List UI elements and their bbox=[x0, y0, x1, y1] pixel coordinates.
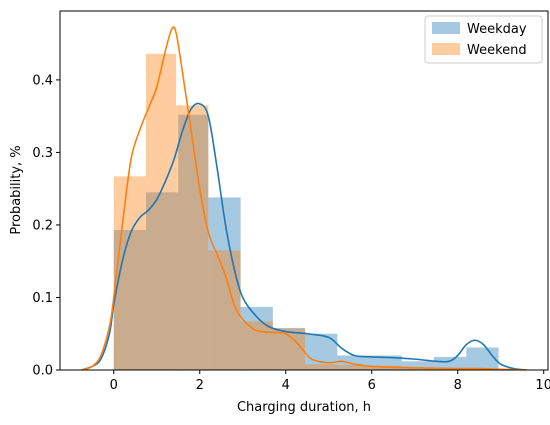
bar-weekend-2 bbox=[176, 105, 209, 370]
x-tick-label: 2 bbox=[196, 378, 204, 393]
bars-layer bbox=[113, 53, 499, 370]
bar-weekday-7 bbox=[337, 355, 370, 370]
bar-weekday-2 bbox=[178, 114, 209, 370]
y-axis-label: Probability, % bbox=[9, 145, 24, 234]
x-axis: 0 2 4 6 8 10 bbox=[110, 370, 550, 393]
bar-weekend-0 bbox=[113, 176, 146, 370]
legend-swatch-weekday bbox=[432, 22, 460, 34]
kde-layer bbox=[81, 26, 527, 370]
x-tick-label: 8 bbox=[454, 378, 462, 393]
bar-weekend-6 bbox=[305, 364, 338, 370]
y-tick-label: 0.0 bbox=[32, 364, 53, 379]
legend-swatch-weekend bbox=[432, 43, 460, 55]
bar-weekday-10 bbox=[434, 356, 467, 370]
axes-frame bbox=[59, 10, 549, 371]
bar-weekday-9 bbox=[401, 361, 435, 370]
plot-area bbox=[59, 10, 549, 371]
x-tick-label: 6 bbox=[368, 378, 376, 393]
bar-weekend-1 bbox=[145, 53, 177, 370]
y-tick-label: 0.1 bbox=[32, 291, 53, 306]
legend: Weekday Weekend bbox=[424, 15, 543, 64]
bar-weekday-1 bbox=[145, 192, 179, 370]
kde-line-weekday bbox=[81, 102, 527, 370]
y-tick-label: 0.3 bbox=[32, 146, 53, 161]
legend-box bbox=[424, 15, 543, 64]
y-tick-label: 0.2 bbox=[32, 218, 53, 233]
x-tick-label: 4 bbox=[282, 378, 290, 393]
x-tick-label: 10 bbox=[535, 378, 550, 393]
bar-weekend-8 bbox=[369, 365, 402, 370]
bar-weekend-4 bbox=[240, 321, 273, 370]
kde-line-weekend bbox=[81, 26, 527, 370]
y-axis: 0.0 0.1 0.2 0.3 0.4 bbox=[32, 73, 60, 379]
bar-weekday-3 bbox=[208, 197, 241, 370]
legend-label-weekend: Weekend bbox=[467, 43, 527, 58]
x-axis-label: Charging duration, h bbox=[237, 400, 371, 415]
y-tick-label: 0.4 bbox=[32, 73, 53, 88]
x-tick-label: 0 bbox=[110, 378, 118, 393]
bar-weekday-11 bbox=[466, 347, 499, 370]
legend-label-weekday: Weekday bbox=[467, 22, 527, 37]
bar-weekend-7 bbox=[337, 364, 370, 370]
